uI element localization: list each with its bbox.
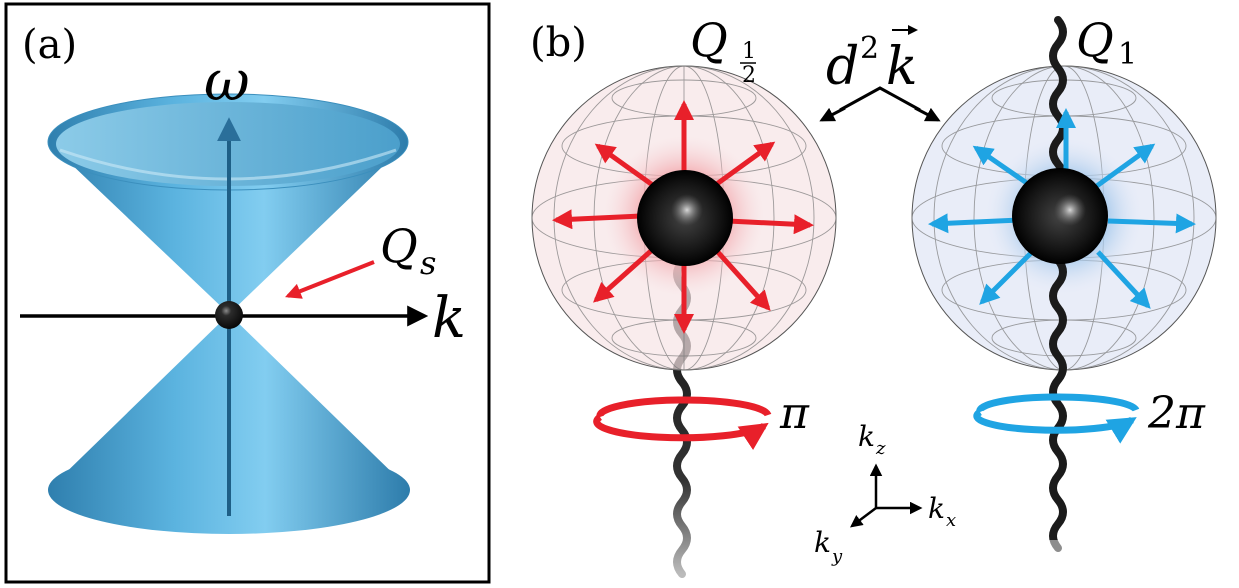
left-phase-ring-front <box>593 414 769 451</box>
kx-label-main: k <box>928 492 945 525</box>
right-q-label-main: Q <box>1076 13 1114 67</box>
left-phase-ring-back <box>596 396 772 419</box>
dk-connector <box>839 86 921 112</box>
panel-a: (a) ω k Q s <box>4 2 491 584</box>
unit-monopole: 2π Q 1 <box>911 13 1217 588</box>
half-monopole: π Q 1 2 <box>531 13 837 578</box>
ky-label-main: k <box>814 526 831 559</box>
panel-b-label: (b) <box>530 20 587 66</box>
dk-arrow-right <box>914 106 941 122</box>
right-field-arrows <box>928 108 1196 309</box>
kx-label-sub: x <box>946 510 956 531</box>
right-q-label-sub: 1 <box>1118 37 1137 72</box>
q-s-pointer-arrow <box>285 260 375 299</box>
left-phase-label: π <box>779 388 810 439</box>
k-label: k <box>432 286 466 351</box>
left-monopole-highlight <box>671 194 703 226</box>
q-s-label-sub: s <box>420 244 436 282</box>
left-field-arrows <box>552 100 814 334</box>
kz-label-main: k <box>858 420 875 453</box>
dk-label-d: d <box>826 37 859 97</box>
left-q-label-main: Q <box>690 13 728 67</box>
ky-label-sub: y <box>831 546 843 567</box>
right-dirac-string <box>1049 16 1067 552</box>
ky-axis <box>850 507 877 528</box>
k-axes: k z k x k y <box>814 420 956 567</box>
left-q-label-den: 2 <box>742 63 756 88</box>
right-monopole-highlight <box>1054 194 1086 226</box>
left-q-label-num: 1 <box>742 39 756 64</box>
dk-arrow-left <box>819 106 846 122</box>
dk-label-k: k <box>886 37 918 97</box>
weyl-point <box>215 301 243 329</box>
omega-label: ω <box>204 49 250 114</box>
kz-label-sub: z <box>875 438 886 459</box>
right-phase-ring-front <box>973 409 1137 444</box>
q-s-label-main: Q <box>380 219 418 273</box>
right-phase-ring-back <box>976 393 1140 414</box>
panel-b: (b) <box>530 13 1217 588</box>
dk-label-sup: 2 <box>860 31 879 66</box>
dk-label: d 2 k <box>819 25 941 122</box>
panel-a-label: (a) <box>22 22 77 68</box>
right-phase-label: 2π <box>1147 388 1206 439</box>
